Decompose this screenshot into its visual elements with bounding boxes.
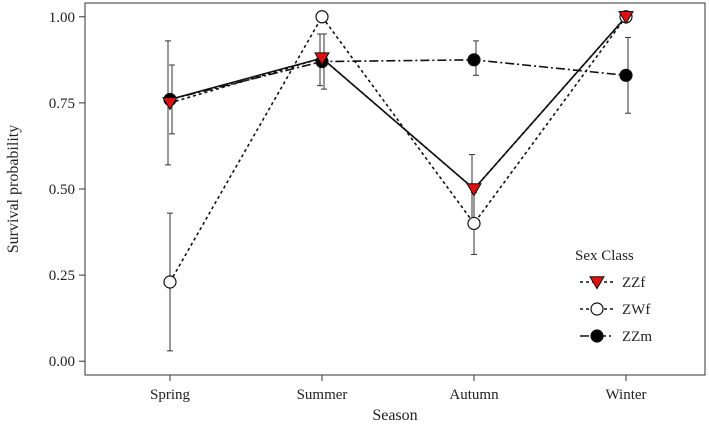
legend-marker-zzf: [589, 276, 605, 290]
y-tick-label: 1.00: [49, 10, 75, 26]
series-lines: [169, 15, 627, 283]
data-markers: [162, 10, 634, 289]
x-axis-title: Season: [372, 407, 417, 424]
x-tick-label: Summer: [297, 387, 348, 403]
marker-zwf: [467, 216, 481, 231]
y-tick-label: 0.50: [49, 182, 75, 198]
legend-label: ZZm: [622, 329, 652, 345]
marker-zzf: [618, 11, 634, 25]
x-tick-label: Winter: [605, 387, 646, 403]
y-tick-label: 0.75: [49, 96, 75, 112]
series-line-zwf: [169, 15, 627, 283]
legend-label: ZZf: [622, 275, 645, 291]
x-tick-label: Autumn: [449, 387, 499, 403]
legend-marker-zzm: [590, 329, 604, 343]
marker-zzf: [314, 52, 330, 66]
x-tick-label: Spring: [150, 387, 191, 403]
legend: Sex Class ZZf ZWf ZZm: [575, 248, 652, 345]
series-line-solid: [169, 16, 627, 191]
marker-zzm: [619, 68, 633, 82]
marker-zwf: [163, 275, 177, 289]
y-tick-label: 0.00: [49, 354, 75, 370]
y-axis: 0.00 0.25 0.50 0.75 1.00: [49, 10, 85, 370]
marker-zzf: [466, 183, 482, 197]
legend-title: Sex Class: [575, 248, 634, 264]
x-axis: Spring Summer Autumn Winter: [150, 375, 647, 403]
plot-frame: [84, 2, 706, 376]
marker-zzf: [162, 97, 178, 111]
y-axis-title: Survival probability: [5, 125, 22, 253]
marker-zwf: [315, 10, 329, 24]
y-tick-label: 0.25: [49, 268, 75, 284]
series-line-zzf: [169, 16, 627, 191]
marker-zzm: [467, 53, 481, 67]
legend-label: ZWf: [622, 302, 650, 318]
legend-marker-zwf: [590, 302, 604, 316]
